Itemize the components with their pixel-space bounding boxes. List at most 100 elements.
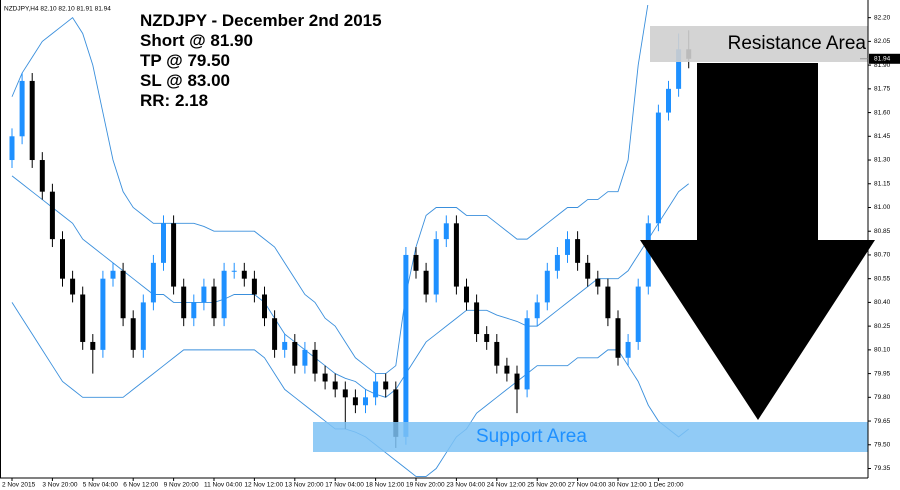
candle-body: [403, 254, 409, 437]
candle-body: [625, 341, 631, 358]
candle-body: [201, 286, 207, 303]
candle-body: [565, 239, 570, 255]
x-tick-label: 18 Nov 12:00: [366, 482, 405, 489]
candle-body: [655, 112, 661, 224]
y-tick-label: 80.10: [874, 347, 891, 354]
candle-body: [39, 160, 45, 192]
x-tick-label: 12 Nov 12:00: [244, 482, 283, 489]
candle-body: [645, 223, 651, 287]
down-arrow: [640, 63, 875, 420]
y-tick-label: 80.70: [874, 252, 891, 259]
y-tick-label: 81.75: [874, 86, 891, 93]
x-tick-label: 27 Nov 04:00: [568, 482, 607, 489]
y-tick-label: 82.20: [874, 14, 891, 21]
x-tick-label: 5 Nov 04:00: [83, 482, 118, 489]
candle-body: [191, 302, 197, 319]
candle-body: [120, 270, 126, 319]
candle-body: [110, 270, 116, 279]
x-tick-label: 3 Nov 20:00: [42, 482, 77, 489]
candle-body: [9, 136, 15, 161]
candle-body: [302, 349, 308, 366]
candle-body: [342, 389, 348, 398]
x-tick-label: 11 Nov 04:00: [204, 482, 243, 489]
x-tick-label: 6 Nov 12:00: [123, 482, 158, 489]
x-tick-label: 2 Nov 2015: [2, 482, 36, 489]
candle-body: [383, 381, 389, 390]
annotation: TP @ 79.50: [140, 51, 230, 70]
candle-body: [312, 349, 318, 374]
x-tick-label: 1 Dec 20:00: [648, 482, 683, 489]
candle-body: [49, 191, 55, 240]
candle-body: [171, 223, 177, 287]
y-tick-label: 80.85: [874, 228, 891, 235]
y-tick-label: 79.35: [874, 465, 891, 472]
candle-body: [211, 286, 217, 319]
candle-body: [100, 278, 106, 350]
candle-body: [666, 88, 671, 113]
y-tick-label: 80.40: [874, 299, 891, 306]
resistance-box: [650, 26, 868, 62]
y-tick-label: 81.60: [874, 109, 891, 116]
annotation: NZDJPY - December 2nd 2015: [140, 11, 382, 30]
candle-body: [484, 334, 490, 342]
candle-body: [272, 318, 278, 350]
candle-body: [544, 270, 550, 303]
y-tick-label: 79.80: [874, 394, 891, 401]
candle-body: [19, 80, 25, 137]
x-tick-label: 9 Nov 20:00: [164, 482, 199, 489]
candle-body: [373, 381, 379, 398]
candle-body: [423, 270, 429, 295]
candle-body: [282, 341, 288, 350]
y-tick-label: 81.90: [874, 62, 891, 69]
last-price-label: 81.94: [874, 56, 891, 63]
candle-body: [292, 341, 298, 366]
candle-body: [575, 239, 581, 263]
annotation: SL @ 83.00: [140, 71, 230, 90]
x-tick-label: 17 Nov 04:00: [325, 482, 364, 489]
candle-body: [181, 286, 187, 319]
candle-body: [130, 318, 136, 350]
candle-body: [433, 239, 439, 295]
candle-body: [251, 278, 257, 295]
candle-body: [363, 397, 368, 406]
candle-body: [524, 318, 530, 390]
x-tick-label: 13 Nov 20:00: [285, 482, 324, 489]
candle-body: [474, 302, 480, 335]
candle-body: [231, 270, 237, 272]
candle-body: [605, 286, 611, 319]
y-tick-label: 81.00: [874, 204, 891, 211]
x-tick-label: 23 Nov 04:00: [446, 482, 485, 489]
y-tick-label: 80.55: [874, 275, 891, 282]
annotation: Short @ 81.90: [140, 31, 253, 50]
candles-layer: [9, 30, 692, 448]
candle-body: [70, 278, 76, 295]
candle-body: [494, 341, 500, 366]
candle-body: [241, 270, 247, 279]
y-tick-label: 79.50: [874, 441, 891, 448]
candle-body: [80, 294, 86, 342]
y-tick-label: 81.30: [874, 157, 891, 164]
y-tick-label: 79.65: [874, 418, 891, 425]
y-tick-label: 82.05: [874, 38, 891, 45]
candle-body: [332, 381, 338, 390]
y-tick-label: 81.15: [874, 180, 891, 187]
x-tick-label: 30 Nov 12:00: [608, 482, 647, 489]
candle-body: [464, 286, 469, 303]
candle-body: [161, 223, 166, 263]
candle-body: [29, 80, 35, 161]
candle-body: [322, 373, 328, 382]
candle-body: [585, 262, 591, 279]
last-price-box: [869, 53, 900, 64]
candle-body: [221, 270, 227, 319]
y-tick-label: 81.45: [874, 133, 891, 140]
annotation: RR: 2.18: [140, 91, 208, 110]
candle-body: [554, 254, 560, 271]
support-box: [313, 422, 868, 452]
candle-body: [443, 223, 449, 240]
candle-body: [393, 389, 399, 437]
candle-body: [60, 239, 65, 279]
bollinger-band: [11, 5, 649, 375]
candle-body: [635, 286, 641, 342]
